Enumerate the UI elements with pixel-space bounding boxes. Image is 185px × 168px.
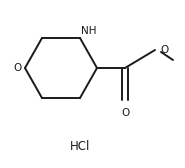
Text: NH: NH — [81, 26, 97, 36]
Text: HCl: HCl — [70, 139, 90, 153]
Text: O: O — [121, 108, 129, 118]
Text: O: O — [14, 63, 22, 73]
Text: O: O — [160, 45, 168, 55]
